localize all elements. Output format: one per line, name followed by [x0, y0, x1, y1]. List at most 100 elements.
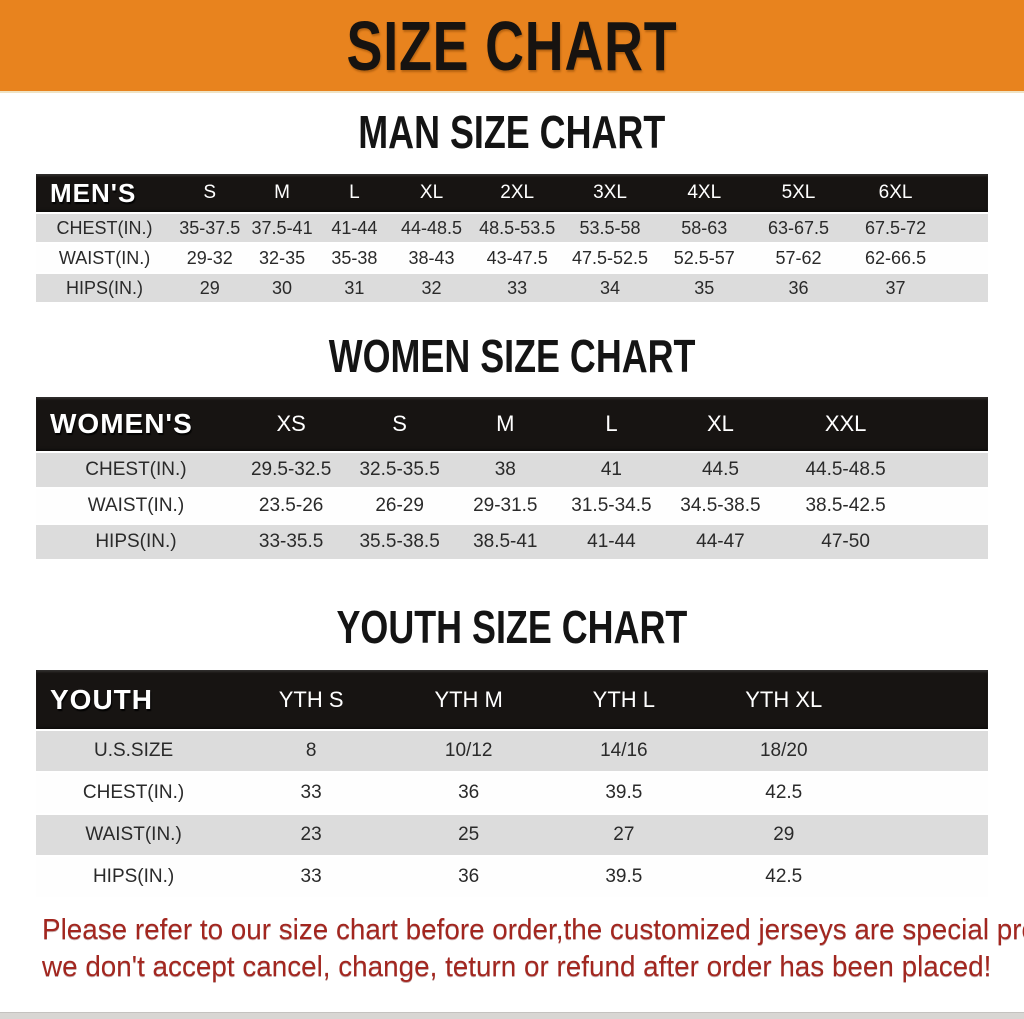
- men-size-value: 30: [272, 277, 293, 298]
- youth-column-header: YTH XL: [745, 686, 823, 712]
- men-size-value: 34: [599, 277, 621, 298]
- women-column-header: L: [605, 411, 618, 436]
- women-column-header: M: [496, 411, 515, 436]
- women-size-value: 26-29: [375, 495, 424, 516]
- youth-size-value: 27: [613, 824, 635, 845]
- women-size-value: 41-44: [587, 531, 636, 552]
- youth-size-value: 25: [458, 824, 480, 845]
- women-size-value: 34.5-38.5: [680, 495, 761, 516]
- men-size-value: 37.5-41: [251, 217, 313, 238]
- women-measure-row: CHEST(IN.) 29.5-32.5 32.5-35.5 38 41 44.5 44.5…: [36, 452, 988, 488]
- women-group-label: WOMEN'S: [50, 408, 193, 439]
- men-size-value: 67.5-72: [865, 217, 927, 238]
- women-row-label: HIPS(IN.): [95, 531, 177, 552]
- man-size-section: MAN SIZE CHART MEN'S S M L XL 2XL 3XL 4XL 5XL 6XL…: [0, 106, 1024, 304]
- men-size-value: 41-44: [331, 217, 378, 238]
- women-size-value: 41: [600, 459, 622, 480]
- disclaimer-line-1: Please refer to our size chart before or…: [42, 914, 1024, 946]
- men-size-value: 35: [694, 277, 715, 298]
- men-measure-row: CHEST(IN.) 35-37.5 37.5-41 41-44 44-48.5 48.5…: [36, 213, 988, 243]
- man-section-title-text: MAN SIZE CHART: [358, 106, 666, 158]
- men-size-value: 29: [199, 277, 220, 298]
- spacer-cell: [945, 174, 988, 213]
- women-measure-row: WAIST(IN.) 23.5-26 26-29 29-31.5 31.5-34.5 34…: [36, 488, 988, 524]
- men-column-header: 4XL: [687, 182, 722, 203]
- men-size-value: 62-66.5: [865, 247, 927, 268]
- women-size-value: 32.5-35.5: [359, 459, 440, 480]
- women-column-header: XS: [276, 411, 306, 436]
- women-size-value: 38.5-42.5: [805, 495, 886, 516]
- women-size-value: 44-47: [696, 531, 745, 552]
- men-measure-row: HIPS(IN.) 29 30 31 32 33 34 35 36 37: [36, 273, 988, 303]
- men-size-value: 32-35: [259, 247, 306, 268]
- men-column-header: 2XL: [500, 182, 535, 203]
- women-size-value: 35.5-38.5: [359, 531, 440, 552]
- women-column-header: XXL: [824, 411, 867, 436]
- spacer-cell: [866, 670, 988, 730]
- women-size-section: WOMEN SIZE CHART WOMEN'S XS S M L XL XXL CHEST(…: [0, 330, 1024, 561]
- youth-size-value: 33: [300, 866, 322, 887]
- women-size-value: 44.5-48.5: [805, 459, 886, 480]
- women-size-value: 31.5-34.5: [571, 495, 652, 516]
- spacer-cell: [866, 814, 988, 856]
- men-size-value: 35-38: [331, 247, 378, 268]
- men-size-value: 29-32: [186, 247, 233, 268]
- men-column-header: M: [274, 182, 290, 203]
- youth-size-value: 23: [300, 824, 322, 845]
- men-size-value: 58-63: [681, 217, 728, 238]
- women-size-value: 29.5-32.5: [250, 459, 332, 480]
- youth-column-header: YTH M: [434, 686, 503, 712]
- youth-measure-row: U.S.SIZE 8 10/12 14/16 18/20: [36, 730, 988, 772]
- women-column-header: S: [392, 411, 407, 436]
- women-measure-row: HIPS(IN.) 33-35.5 35.5-38.5 38.5-41 41-44 44-…: [36, 524, 988, 560]
- women-size-value: 33-35.5: [258, 531, 324, 552]
- men-size-value: 35-37.5: [179, 217, 241, 238]
- youth-size-value: 36: [458, 866, 480, 887]
- women-size-value: 44.5: [701, 459, 739, 480]
- men-measure-row: WAIST(IN.) 29-32 32-35 35-38 38-43 43-47.5 47.…: [36, 243, 988, 273]
- men-size-value: 32: [421, 277, 442, 298]
- youth-size-value: 42.5: [765, 782, 803, 803]
- youth-measure-row: WAIST(IN.) 23 25 27 29: [36, 814, 988, 856]
- spacer-cell: [945, 213, 988, 243]
- spacer-cell: [916, 397, 988, 452]
- women-row-label: CHEST(IN.): [85, 459, 187, 480]
- women-size-value: 47-50: [821, 531, 870, 552]
- spacer-cell: [945, 243, 988, 273]
- spacer-cell: [916, 524, 988, 560]
- women-size-value: 23.5-26: [258, 495, 324, 516]
- men-size-value: 47.5-52.5: [571, 247, 649, 268]
- spacer-cell: [916, 488, 988, 524]
- youth-size-value: 29: [773, 824, 795, 845]
- men-size-value: 43-47.5: [486, 247, 548, 268]
- youth-size-value: 39.5: [605, 782, 643, 803]
- youth-size-table: YOUTH YTH S YTH M YTH L YTH XL U.S.SIZE 8 10/12…: [36, 670, 988, 899]
- spacer-cell: [866, 856, 988, 898]
- youth-size-value: 33: [300, 782, 322, 803]
- youth-size-value: 8: [305, 740, 317, 761]
- men-column-header: L: [349, 182, 360, 203]
- men-row-label: CHEST(IN.): [56, 217, 153, 238]
- youth-size-value: 18/20: [759, 740, 808, 761]
- men-header-row: MEN'S S M L XL 2XL 3XL 4XL 5XL 6XL: [36, 174, 988, 213]
- men-size-value: 38-43: [408, 247, 455, 268]
- men-size-value: 36: [788, 277, 809, 298]
- youth-group-label: YOUTH: [50, 683, 153, 715]
- youth-size-value: 42.5: [765, 866, 803, 887]
- youth-measure-row: CHEST(IN.) 33 36 39.5 42.5: [36, 772, 988, 814]
- spacer-cell: [945, 273, 988, 303]
- men-size-value: 53.5-58: [579, 217, 641, 238]
- youth-row-label: WAIST(IN.): [85, 824, 182, 845]
- men-column-header: 5XL: [781, 182, 816, 203]
- youth-size-value: 14/16: [600, 740, 648, 761]
- youth-section-title-text: YOUTH SIZE CHART: [336, 601, 688, 653]
- banner-title: SIZE CHART: [346, 6, 678, 85]
- men-size-value: 57-62: [775, 247, 822, 268]
- youth-column-header: YTH S: [278, 686, 344, 712]
- men-size-value: 33: [507, 277, 528, 298]
- size-chart-banner: SIZE CHART: [0, 0, 1024, 93]
- youth-size-section: YOUTH SIZE CHART YOUTH YTH S YTH M YTH L YTH…: [0, 601, 1024, 899]
- men-size-value: 63-67.5: [767, 217, 829, 238]
- men-column-header: S: [203, 182, 217, 203]
- men-column-header: XL: [419, 182, 444, 203]
